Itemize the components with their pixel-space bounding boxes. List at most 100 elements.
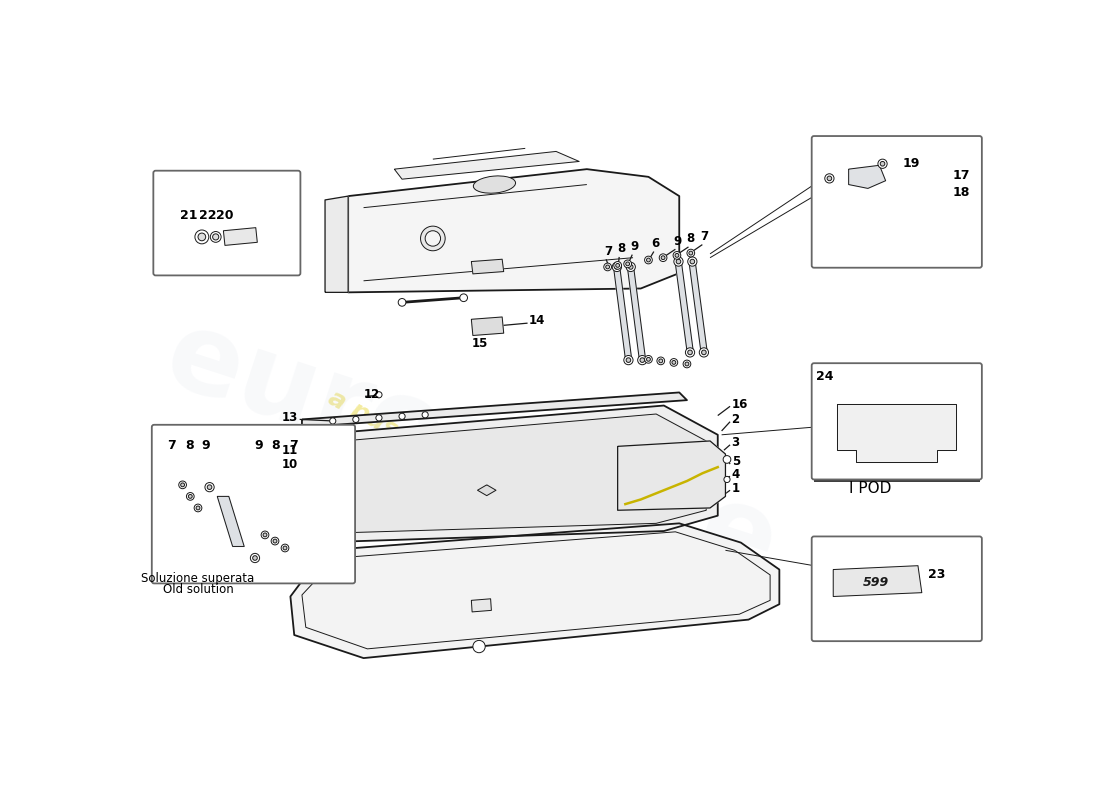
FancyBboxPatch shape — [153, 170, 300, 275]
Polygon shape — [614, 269, 631, 358]
Circle shape — [683, 360, 691, 368]
Text: eurospare: eurospare — [152, 301, 791, 599]
Polygon shape — [231, 456, 267, 487]
Circle shape — [261, 531, 268, 538]
Circle shape — [640, 358, 645, 362]
Text: 24: 24 — [816, 370, 834, 383]
Polygon shape — [290, 523, 779, 658]
Circle shape — [688, 350, 692, 354]
Polygon shape — [395, 151, 580, 179]
Circle shape — [626, 358, 630, 362]
Circle shape — [212, 234, 219, 240]
Circle shape — [616, 263, 619, 267]
Text: 5: 5 — [732, 455, 740, 468]
Circle shape — [195, 504, 202, 512]
Text: 2: 2 — [732, 413, 739, 426]
Circle shape — [624, 260, 631, 268]
Circle shape — [645, 355, 652, 363]
Circle shape — [399, 414, 405, 419]
Circle shape — [723, 455, 730, 463]
Circle shape — [659, 254, 667, 262]
Text: 15: 15 — [472, 338, 487, 350]
Polygon shape — [834, 566, 922, 597]
Text: 8: 8 — [271, 438, 279, 452]
Circle shape — [647, 358, 650, 362]
Polygon shape — [348, 169, 680, 292]
Circle shape — [604, 263, 612, 270]
Text: 7: 7 — [604, 245, 612, 258]
Text: 13: 13 — [282, 411, 298, 424]
Circle shape — [420, 226, 446, 250]
Text: 10: 10 — [282, 458, 298, 470]
Circle shape — [700, 348, 708, 357]
Circle shape — [187, 493, 195, 500]
Circle shape — [673, 251, 681, 259]
Circle shape — [180, 483, 185, 486]
Polygon shape — [690, 263, 707, 351]
Circle shape — [670, 358, 678, 366]
Circle shape — [685, 348, 695, 357]
Circle shape — [613, 262, 621, 271]
Circle shape — [661, 256, 666, 260]
Circle shape — [675, 254, 679, 258]
Ellipse shape — [473, 176, 516, 193]
Circle shape — [880, 162, 884, 166]
Circle shape — [196, 506, 200, 510]
Circle shape — [878, 159, 887, 168]
Circle shape — [657, 357, 664, 365]
Circle shape — [282, 544, 289, 552]
Text: 11: 11 — [282, 444, 298, 457]
Circle shape — [827, 176, 832, 181]
Polygon shape — [223, 228, 257, 246]
Text: 9: 9 — [254, 438, 263, 452]
Circle shape — [460, 294, 467, 302]
Circle shape — [353, 416, 359, 422]
Text: 21: 21 — [180, 209, 198, 222]
Text: 9: 9 — [673, 234, 681, 248]
Polygon shape — [628, 269, 646, 358]
Circle shape — [178, 481, 187, 489]
Text: 8: 8 — [686, 232, 694, 246]
Polygon shape — [326, 196, 348, 292]
Text: 18: 18 — [953, 186, 970, 198]
Circle shape — [659, 359, 662, 363]
Circle shape — [825, 174, 834, 183]
Polygon shape — [218, 496, 244, 546]
Circle shape — [645, 256, 652, 264]
Text: 12: 12 — [363, 388, 379, 402]
Circle shape — [188, 494, 192, 498]
Circle shape — [638, 355, 647, 365]
Text: 599: 599 — [862, 576, 889, 589]
Circle shape — [606, 265, 609, 269]
Circle shape — [615, 265, 619, 270]
Text: I POD: I POD — [849, 481, 891, 496]
Text: 8: 8 — [617, 242, 625, 255]
Text: 19: 19 — [902, 158, 920, 170]
Circle shape — [327, 458, 336, 467]
Circle shape — [336, 442, 345, 452]
Text: 7: 7 — [289, 438, 298, 452]
Circle shape — [207, 485, 212, 490]
Text: 20: 20 — [216, 209, 233, 222]
Polygon shape — [472, 317, 504, 335]
Text: 4: 4 — [732, 468, 740, 482]
Polygon shape — [837, 404, 957, 462]
Text: 9: 9 — [630, 240, 638, 253]
Circle shape — [271, 538, 279, 545]
Polygon shape — [301, 393, 686, 427]
Circle shape — [263, 533, 267, 537]
Circle shape — [253, 556, 257, 560]
Circle shape — [425, 230, 440, 246]
Circle shape — [685, 362, 689, 366]
Text: 3: 3 — [732, 436, 739, 449]
Circle shape — [330, 418, 336, 424]
Text: Soluzione superata: Soluzione superata — [142, 572, 254, 585]
FancyBboxPatch shape — [812, 136, 982, 268]
Circle shape — [647, 258, 650, 262]
Text: 14: 14 — [529, 314, 546, 327]
Circle shape — [690, 259, 695, 264]
Polygon shape — [472, 259, 504, 274]
Text: 8: 8 — [185, 438, 194, 452]
Circle shape — [626, 262, 636, 271]
Text: 16: 16 — [732, 398, 748, 410]
